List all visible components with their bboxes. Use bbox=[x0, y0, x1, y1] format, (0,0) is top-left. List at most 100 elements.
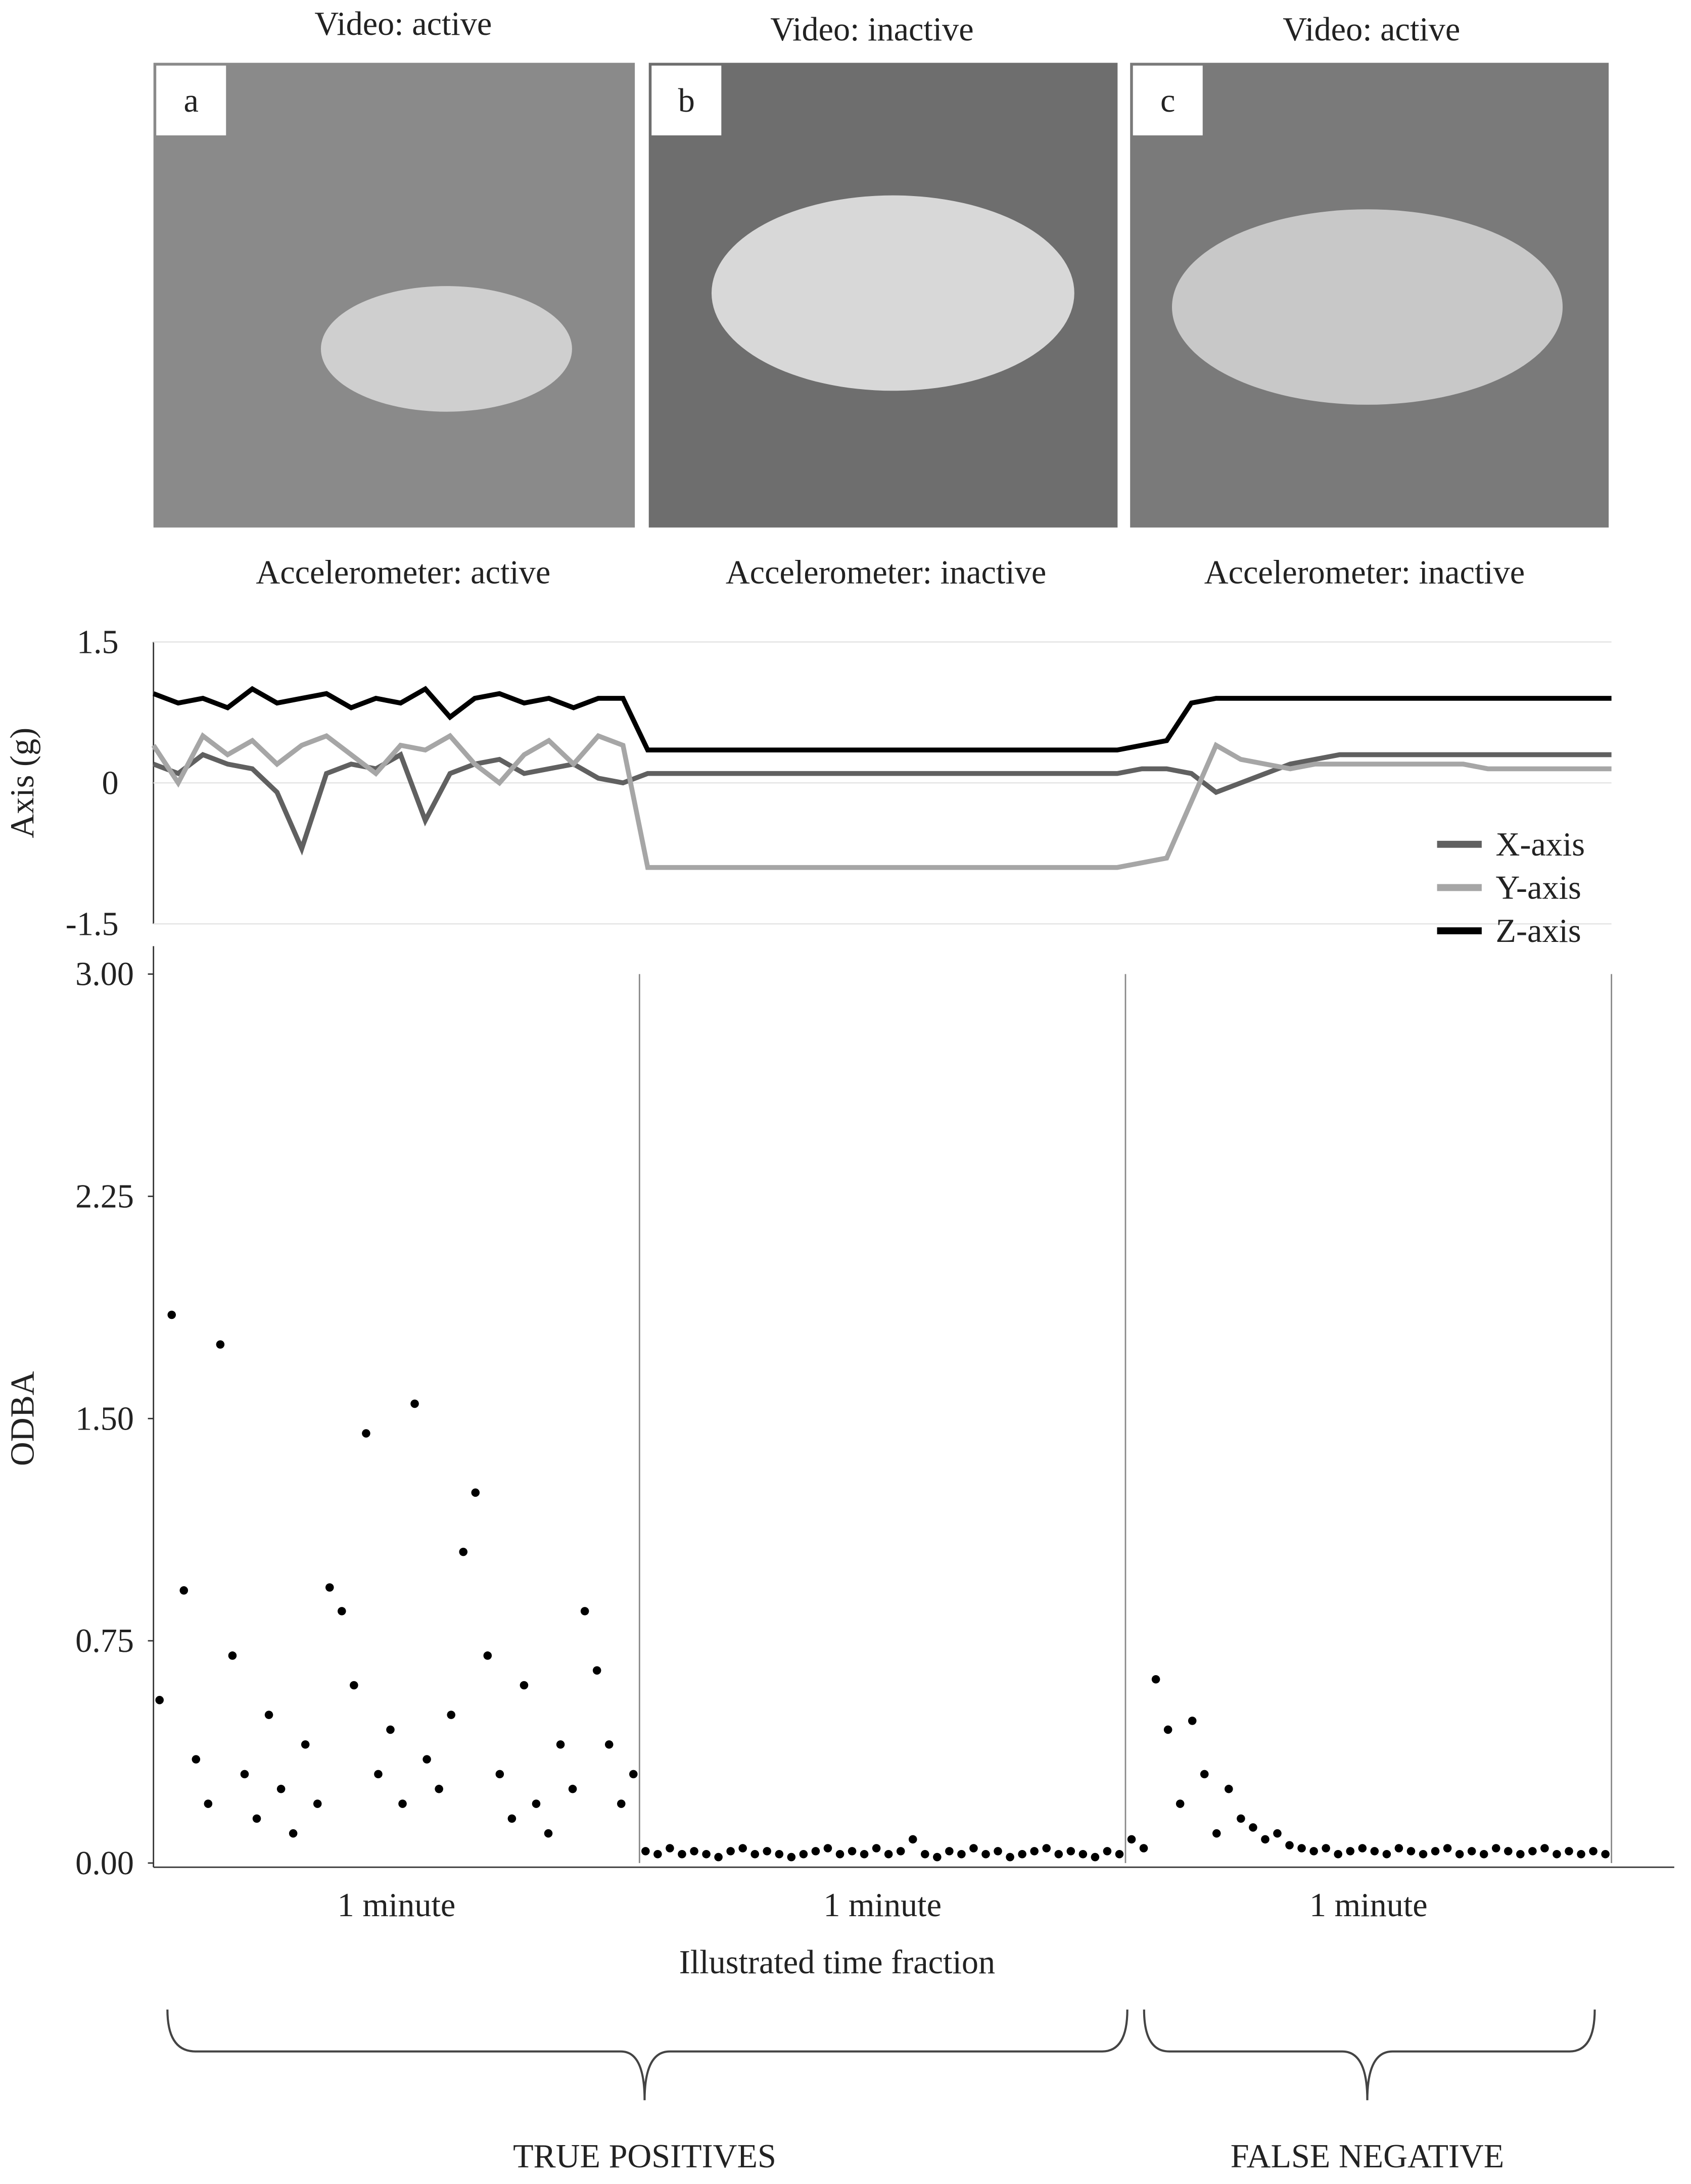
panel-label: c bbox=[1160, 82, 1175, 119]
point bbox=[1504, 1847, 1513, 1856]
point bbox=[1151, 1675, 1160, 1684]
point bbox=[981, 1849, 990, 1859]
point bbox=[1225, 1784, 1233, 1793]
point bbox=[301, 1740, 310, 1749]
point bbox=[1127, 1835, 1136, 1844]
y-tick-label: 0 bbox=[102, 765, 119, 801]
y-tick-label: 2.25 bbox=[75, 1178, 134, 1215]
point bbox=[568, 1784, 577, 1793]
point bbox=[969, 1844, 978, 1853]
point bbox=[1030, 1847, 1039, 1856]
point bbox=[580, 1607, 589, 1616]
point bbox=[690, 1847, 698, 1856]
accel-state: Accelerometer: inactive bbox=[726, 554, 1046, 591]
point bbox=[1212, 1829, 1221, 1838]
point bbox=[1006, 1853, 1014, 1862]
point bbox=[592, 1666, 601, 1675]
point bbox=[495, 1770, 504, 1779]
legend-label: X-axis bbox=[1495, 826, 1585, 863]
point bbox=[714, 1853, 723, 1862]
point bbox=[1358, 1844, 1367, 1853]
point bbox=[1553, 1849, 1561, 1859]
point bbox=[1455, 1849, 1464, 1859]
point bbox=[507, 1814, 516, 1823]
point bbox=[1565, 1847, 1573, 1856]
point bbox=[702, 1849, 711, 1859]
point bbox=[848, 1847, 857, 1856]
point bbox=[167, 1310, 176, 1319]
point bbox=[192, 1755, 201, 1764]
x-axis-label: Illustrated time fraction bbox=[679, 1944, 995, 1981]
video-state: Video: active bbox=[314, 6, 492, 42]
point bbox=[1273, 1829, 1282, 1838]
point bbox=[1188, 1717, 1197, 1725]
point bbox=[641, 1847, 650, 1856]
point bbox=[957, 1849, 966, 1859]
point bbox=[1018, 1849, 1026, 1859]
point bbox=[945, 1847, 954, 1856]
point bbox=[1467, 1847, 1476, 1856]
legend-label: Y-axis bbox=[1495, 870, 1581, 907]
group-label: TRUE POSITIVES bbox=[513, 2138, 776, 2175]
point bbox=[1091, 1853, 1100, 1862]
series-line bbox=[152, 751, 1612, 856]
point bbox=[653, 1849, 662, 1859]
point bbox=[1261, 1835, 1270, 1844]
point bbox=[1163, 1725, 1172, 1734]
point bbox=[872, 1844, 881, 1853]
point bbox=[155, 1696, 164, 1704]
point bbox=[1103, 1847, 1112, 1856]
point bbox=[1540, 1844, 1549, 1853]
y-tick-label: 3.00 bbox=[75, 956, 134, 993]
point bbox=[1115, 1849, 1124, 1859]
x-tick-label: 1 minute bbox=[823, 1887, 942, 1924]
point bbox=[666, 1844, 674, 1853]
point bbox=[1443, 1844, 1452, 1853]
point bbox=[1516, 1849, 1525, 1859]
point bbox=[604, 1740, 614, 1749]
point bbox=[799, 1849, 808, 1859]
point bbox=[386, 1725, 395, 1734]
point bbox=[276, 1784, 286, 1793]
point bbox=[921, 1849, 929, 1859]
point bbox=[629, 1770, 638, 1779]
point bbox=[1200, 1770, 1209, 1779]
braces bbox=[166, 2009, 1596, 2101]
point bbox=[787, 1853, 796, 1862]
point bbox=[544, 1829, 553, 1838]
point bbox=[520, 1681, 529, 1690]
point bbox=[483, 1651, 492, 1660]
brace bbox=[1143, 2009, 1596, 2101]
point bbox=[422, 1755, 431, 1764]
label-box bbox=[156, 65, 226, 135]
point bbox=[860, 1849, 869, 1859]
legend-label: Z-axis bbox=[1495, 913, 1581, 949]
point bbox=[556, 1740, 565, 1749]
point bbox=[1176, 1799, 1185, 1808]
point bbox=[1419, 1849, 1428, 1859]
point bbox=[823, 1844, 832, 1853]
label-box bbox=[1133, 65, 1203, 135]
animal bbox=[711, 195, 1074, 391]
video-state: Video: inactive bbox=[770, 11, 974, 48]
point bbox=[1285, 1841, 1294, 1849]
point bbox=[179, 1586, 189, 1595]
point bbox=[216, 1340, 225, 1349]
point bbox=[726, 1847, 735, 1856]
point bbox=[1370, 1847, 1379, 1856]
point bbox=[435, 1784, 443, 1793]
point bbox=[1054, 1849, 1063, 1859]
y-axis-label: ODBA bbox=[4, 1371, 41, 1466]
point bbox=[1346, 1847, 1355, 1856]
point bbox=[1601, 1849, 1610, 1859]
brace bbox=[166, 2009, 1129, 2101]
point bbox=[532, 1799, 541, 1808]
point bbox=[362, 1429, 370, 1438]
point bbox=[410, 1399, 419, 1408]
point bbox=[313, 1799, 322, 1808]
point bbox=[1406, 1847, 1416, 1856]
point bbox=[240, 1770, 249, 1779]
point bbox=[811, 1847, 820, 1856]
series-line bbox=[151, 732, 1612, 870]
point bbox=[1491, 1844, 1500, 1853]
